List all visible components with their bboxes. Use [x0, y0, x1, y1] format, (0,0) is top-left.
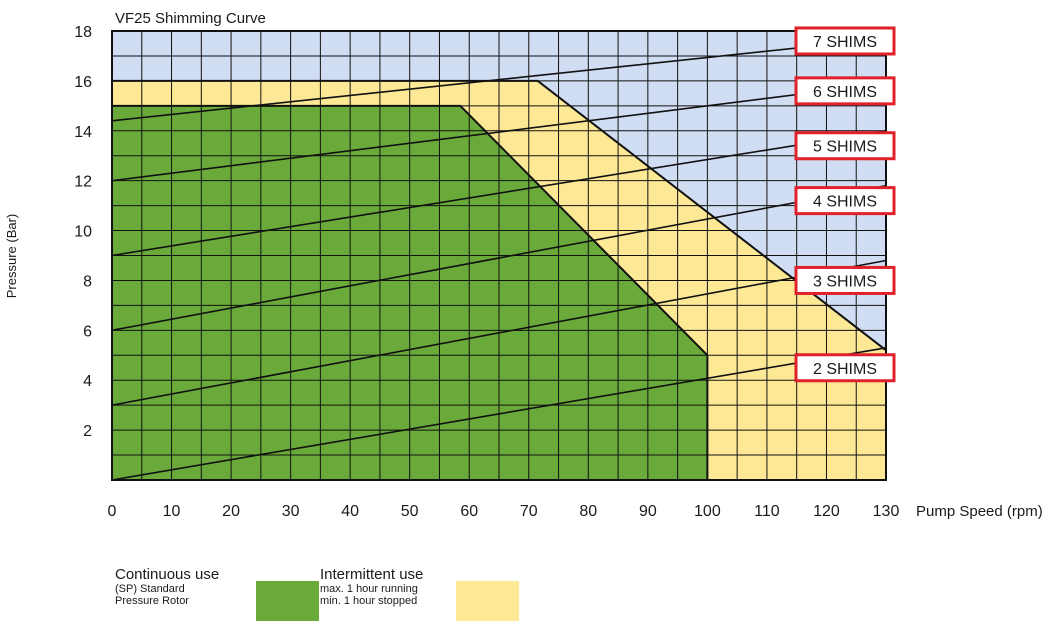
y-tick-label: 16: [74, 74, 92, 91]
y-tick-labels: 2 4 6 8 10 12 14 16 18: [74, 24, 92, 440]
y-tick-label: 18: [74, 24, 92, 41]
shim-label-3-shims: 3 SHIMS: [813, 273, 877, 290]
x-tick-label: 0: [108, 503, 117, 520]
x-tick-label: 40: [341, 503, 359, 520]
plot-border: [111, 30, 887, 481]
y-tick-label: 8: [83, 273, 92, 290]
shim-line-6-shims: [111, 82, 887, 182]
shim-label-box-3-shims: [794, 265, 896, 295]
shimming-chart: VF25 Shimming Curve 0 10 20 30 40 50 60 70 80 90 1…: [4, 10, 1043, 520]
legend-intermittent-swatch: [456, 581, 519, 621]
x-tick-label: 30: [282, 503, 300, 520]
shim-label-box-6-shims: [794, 76, 896, 106]
x-tick-label: 120: [813, 503, 840, 520]
x-tick-label: 60: [460, 503, 478, 520]
legend-intermittent: Intermittent use max. 1 hour running min…: [320, 566, 480, 626]
y-tick-label: 2: [83, 423, 92, 440]
shim-line-2-shims: [111, 347, 887, 481]
x-tick-label: 10: [163, 503, 181, 520]
y-tick-label: 12: [74, 174, 92, 191]
x-tick-label: 20: [222, 503, 240, 520]
shim-label-6-shims: 6 SHIMS: [813, 84, 877, 101]
x-tick-label: 80: [579, 503, 597, 520]
x-tick-label: 70: [520, 503, 538, 520]
legend-intermittent-line1: max. 1 hour running: [320, 583, 418, 595]
shim-line-5-shims: [111, 129, 887, 257]
legend-continuous-title: Continuous use: [115, 566, 220, 583]
shim-label-7-shims: 7 SHIMS: [813, 34, 877, 51]
shim-label-5-shims: 5 SHIMS: [813, 139, 877, 156]
legend-continuous: Continuous use (SP) Standard Pressure Ro…: [115, 566, 255, 626]
y-tick-label: 6: [83, 323, 92, 340]
x-axis-label: Pump Speed (rpm): [916, 503, 1043, 520]
x-tick-labels: 0 10 20 30 40 50 60 70 80 90 100 110 120 130: [108, 503, 900, 520]
shim-line-4-shims: [111, 184, 887, 332]
shim-label-box-5-shims: [794, 131, 896, 161]
x-tick-label: 100: [694, 503, 721, 520]
y-tick-label: 4: [83, 373, 92, 390]
legend-intermittent-line2: min. 1 hour stopped: [320, 595, 418, 607]
shim-label-box-4-shims: [794, 186, 896, 216]
shim-labels: 2 SHIMS 3 SHIMS 4 SHIMS 5 SHIMS 6 SHIMS 7 SHI…: [794, 26, 896, 383]
y-tick-label: 14: [74, 124, 92, 141]
shim-label-box-7-shims: [794, 26, 896, 56]
shim-label-2-shims: 2 SHIMS: [813, 361, 877, 378]
y-axis-label: Pressure (Bar): [4, 214, 19, 299]
shim-line-7-shims: [111, 37, 887, 122]
outline-continuous-use: [112, 104, 709, 480]
x-tick-label: 110: [754, 503, 780, 520]
legend-continuous-swatch: [256, 581, 319, 621]
shim-line-3-shims: [111, 259, 887, 406]
chart-title: VF25 Shimming Curve: [115, 10, 266, 27]
shim-label-box-2-shims: [794, 353, 896, 383]
x-tick-label: 90: [639, 503, 657, 520]
legend-intermittent-title: Intermittent use: [320, 566, 424, 583]
legend-continuous-line1: (SP) Standard: [115, 583, 185, 595]
y-tick-label: 10: [74, 224, 92, 241]
x-tick-label: 130: [873, 503, 900, 520]
legend-continuous-line2: Pressure Rotor: [115, 595, 189, 607]
shim-label-4-shims: 4 SHIMS: [813, 194, 877, 211]
shim-lines: [111, 37, 887, 481]
plot-frame: [111, 30, 887, 481]
x-tick-label: 50: [401, 503, 419, 520]
